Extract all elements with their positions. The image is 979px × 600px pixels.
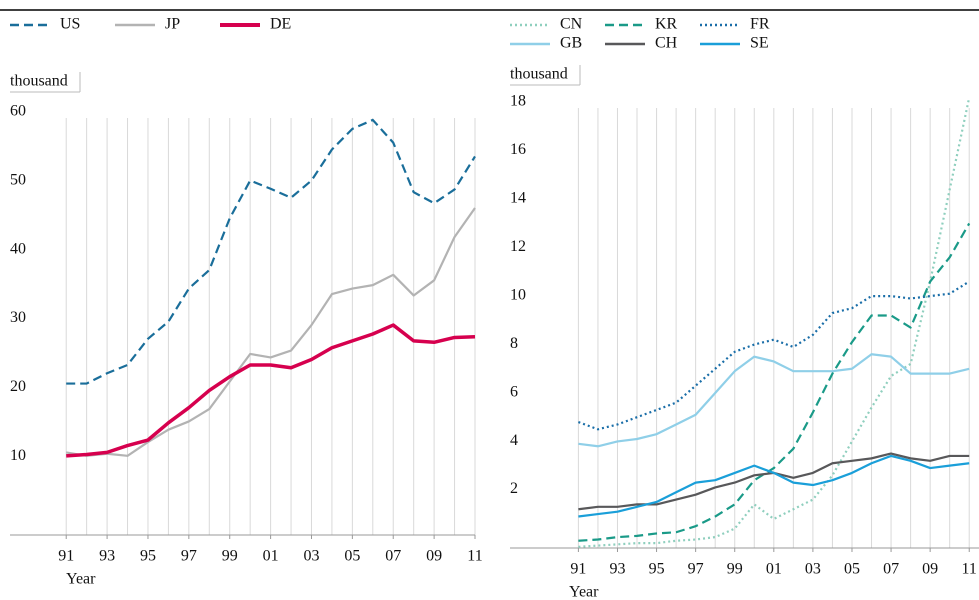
x-tick-label: 01 (766, 561, 782, 578)
y-tick-label: 10 (10, 447, 26, 464)
x-tick-label: 03 (303, 548, 319, 565)
x-tick-label: 93 (99, 548, 115, 565)
x-tick-label: 91 (570, 561, 586, 578)
x-tick-label: 01 (263, 548, 279, 565)
x-tick-label: 09 (922, 561, 938, 578)
y-tick-label: 30 (10, 309, 26, 326)
y-tick-label: 60 (10, 103, 26, 120)
y-axis-label: thousand (510, 66, 568, 83)
legend-label: SE (750, 35, 769, 52)
x-tick-label: 07 (883, 561, 899, 578)
legend-label: DE (270, 16, 291, 33)
series-line (578, 353, 970, 448)
x-tick-label: 11 (467, 548, 482, 565)
y-tick-label: 4 (510, 432, 518, 449)
x-tick-label: 05 (844, 561, 860, 578)
y-tick-label: 20 (10, 378, 26, 395)
x-tick-label: 05 (344, 548, 360, 565)
series-line (66, 118, 476, 385)
y-tick-label: 14 (510, 190, 526, 207)
x-tick-label: 95 (140, 548, 156, 565)
x-tick-label: 11 (962, 561, 977, 578)
series-line (66, 207, 476, 457)
y-tick-label: 2 (510, 480, 518, 497)
x-tick-label: 91 (58, 548, 74, 565)
x-tick-label: 07 (385, 548, 401, 565)
legend-label: US (60, 16, 80, 33)
y-axis-label: thousand (10, 73, 68, 90)
x-tick-label: 97 (688, 561, 704, 578)
x-tick-label: 09 (426, 548, 442, 565)
legend-label: JP (165, 16, 180, 33)
legend-label: FR (750, 16, 770, 33)
series-line (578, 222, 971, 542)
x-tick-label: 03 (805, 561, 821, 578)
legend-label: CH (655, 35, 678, 52)
y-tick-label: 16 (510, 141, 526, 158)
x-tick-label: 97 (181, 548, 197, 565)
x-axis-label: Year (66, 571, 96, 588)
y-tick-label: 18 (510, 93, 526, 110)
series-line (578, 280, 970, 431)
series-line (66, 323, 476, 458)
x-tick-label: 93 (609, 561, 625, 578)
x-axis-label: Year (569, 584, 599, 600)
y-tick-label: 10 (510, 286, 526, 303)
legend-label: KR (655, 16, 678, 33)
x-tick-label: 95 (649, 561, 665, 578)
series-line (578, 97, 971, 548)
legend-label: GB (560, 35, 582, 52)
legend-label: CN (560, 16, 583, 33)
y-tick-label: 6 (510, 383, 518, 400)
y-tick-label: 8 (510, 335, 518, 352)
series-line (578, 454, 970, 518)
x-tick-label: 99 (222, 548, 238, 565)
y-tick-label: 40 (10, 240, 26, 257)
y-tick-label: 12 (510, 238, 526, 255)
y-tick-label: 50 (10, 172, 26, 189)
x-tick-label: 99 (727, 561, 743, 578)
